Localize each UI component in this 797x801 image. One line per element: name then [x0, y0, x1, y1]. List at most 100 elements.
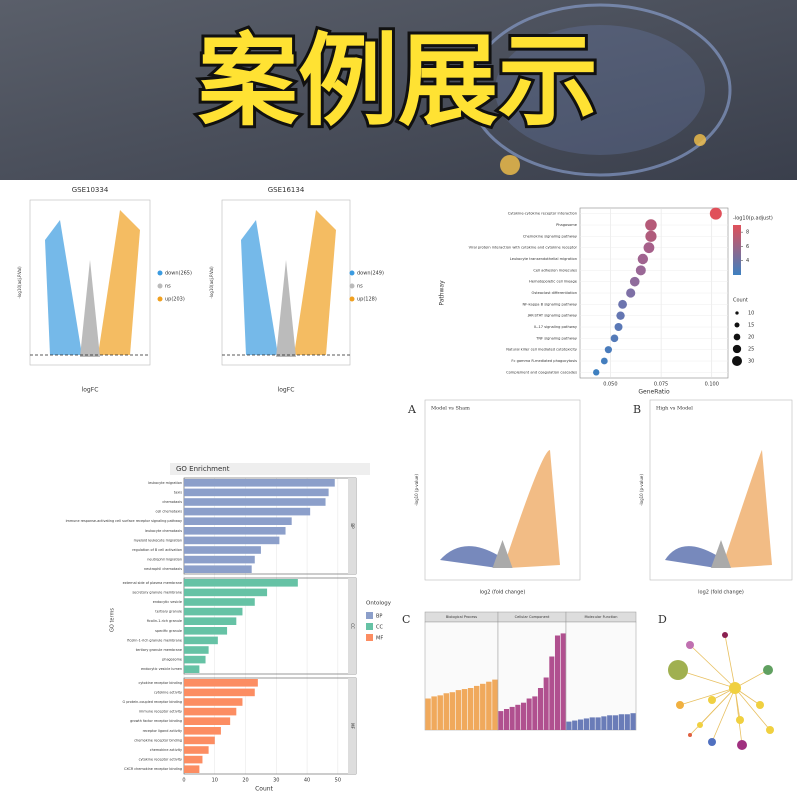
bar: [624, 714, 630, 730]
x-axis-label: logFC: [82, 387, 99, 394]
y-tick-label: Cell adhesion molecules: [533, 268, 577, 272]
y-tick-label: leukocyte migration: [148, 481, 182, 485]
y-tick-label: external side of plasma membrane: [123, 581, 182, 585]
bar: [595, 717, 601, 730]
bar: [184, 646, 209, 654]
banner-background: [0, 0, 797, 180]
network-node: [763, 665, 773, 675]
cloud-down: [440, 546, 498, 568]
bar: [492, 679, 498, 730]
y-tick-label: cytokine receptor binding: [138, 681, 182, 685]
legend-label: ns: [357, 284, 363, 290]
y-tick-label: IL-17 signaling pathway: [534, 325, 578, 329]
bar: [184, 655, 206, 664]
x-tick-label: 0: [182, 778, 185, 784]
bar: [572, 720, 578, 730]
facet-strip: [348, 578, 356, 674]
y-tick-label: phagosome: [162, 658, 182, 662]
facet-panel: [424, 621, 499, 731]
bar: [184, 536, 280, 545]
legend-label: BP: [376, 614, 382, 620]
y-tick-label: Osteoclast differentiation: [532, 291, 577, 295]
bar: [486, 681, 492, 730]
dot: [635, 265, 646, 276]
bar: [461, 689, 468, 730]
banner-decoration: [468, 3, 732, 177]
bar: [554, 635, 561, 730]
chart-title: GO Enrichment: [176, 465, 230, 473]
size-key: [732, 356, 742, 366]
x-tick-label: 40: [304, 778, 310, 784]
bar: [184, 688, 255, 697]
network-node: [708, 738, 716, 746]
y-tick-label: Complement and coagulation cascades: [506, 370, 577, 374]
size-key: [734, 322, 740, 328]
network-edge: [711, 687, 736, 743]
bar: [184, 727, 221, 735]
bar: [431, 696, 437, 730]
title-strip: [170, 463, 370, 475]
bar: [184, 598, 255, 606]
network-node: [668, 660, 688, 680]
y-tick-label: Fc gamma R-mediated phagocytosis: [511, 359, 577, 363]
x-axis-label: Count: [255, 786, 273, 793]
facet-label: Cellular Component: [515, 615, 550, 619]
panel-letter: B: [633, 403, 641, 416]
legend-dot: [157, 270, 163, 276]
dot: [637, 253, 649, 265]
network-node: [737, 740, 747, 750]
facet-label: Molecular Function: [585, 615, 618, 619]
size-label: 30: [748, 359, 754, 365]
cloud-down: [241, 220, 278, 355]
facet-label: Biological Process: [446, 615, 477, 619]
bar: [184, 488, 329, 497]
cloud-ns: [80, 260, 100, 357]
network-node: [688, 733, 692, 737]
y-tick-label: ficolin-1-rich granule: [147, 619, 182, 623]
y-tick-label: specific granule: [155, 629, 182, 633]
y-tick-label: Hematopoietic cell lineage: [529, 280, 578, 284]
panel-title: Model vs Sham: [431, 406, 470, 412]
facet-strip: [348, 678, 356, 774]
colorbar-label: 6: [746, 244, 749, 250]
banner-decoration: [500, 155, 520, 175]
y-tick-label: Cytokine-cytokine receptor interaction: [508, 212, 577, 216]
bar: [184, 507, 311, 516]
network-node: [708, 696, 716, 704]
bar: [473, 685, 480, 730]
bar: [509, 706, 515, 730]
dot: [643, 242, 655, 254]
dot: [604, 346, 612, 354]
legend-label: down(249): [357, 271, 384, 277]
bar: [449, 692, 456, 730]
bar: [612, 715, 619, 730]
bar: [537, 688, 544, 730]
x-tick-label: 50: [335, 778, 341, 784]
colorbar: [733, 225, 741, 275]
y-axis-label: -log10 (p-value): [639, 474, 644, 506]
size-key: [735, 311, 739, 315]
y-tick-label: endocytic vesicle: [153, 600, 182, 604]
x-tick-label: 0.100: [705, 382, 719, 388]
network-node: [729, 682, 741, 694]
bar: [184, 517, 292, 525]
bar: [184, 736, 215, 745]
size-key: [733, 333, 741, 341]
panel-title: High vs Model: [656, 406, 693, 412]
size-label: 10: [748, 311, 754, 317]
bar: [437, 695, 443, 730]
bar: [184, 498, 326, 506]
facet-panel: [497, 621, 567, 731]
cloud-up: [98, 210, 140, 355]
y-tick-label: immune response-activating cell surface …: [66, 519, 182, 523]
y-tick-label: endocytic vesicle lumen: [141, 667, 182, 671]
bar: [184, 765, 200, 773]
bar: [184, 617, 237, 625]
bar: [467, 688, 474, 730]
cloud-up: [294, 210, 336, 355]
panel-title: GSE10334: [72, 186, 109, 194]
size-label: 25: [748, 347, 754, 353]
x-tick-label: 10: [212, 778, 218, 784]
bar: [618, 714, 625, 730]
legend-label: up(203): [165, 297, 185, 303]
